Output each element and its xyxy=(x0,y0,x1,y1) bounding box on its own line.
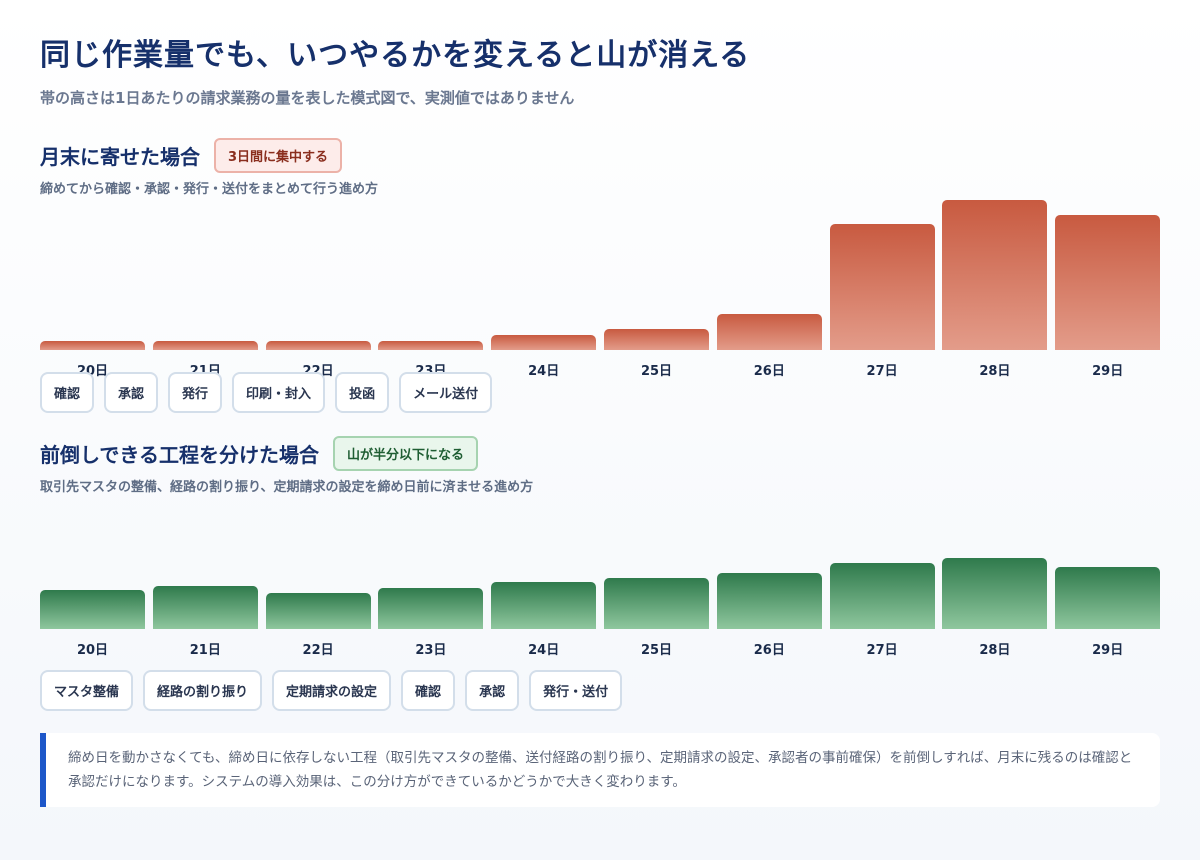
bar-10 xyxy=(1055,566,1161,629)
before-bar-chart xyxy=(40,200,1161,350)
after-bar-chart xyxy=(40,479,1161,629)
before-section-title: 月末に寄せた場合 xyxy=(40,145,200,169)
bar-7 xyxy=(716,573,822,629)
step-chip: 承認 xyxy=(104,372,159,413)
x-tick-label: 27日 xyxy=(866,643,898,658)
bar-5 xyxy=(491,335,597,350)
x-tick-label: 26日 xyxy=(753,643,785,658)
x-tick-label: 23日 xyxy=(415,643,447,658)
x-tick-label: 25日 xyxy=(640,364,673,379)
step-chip: 投函 xyxy=(335,372,390,413)
bar-9 xyxy=(942,200,1048,350)
x-tick-label: 21日 xyxy=(189,643,221,658)
before-section-header: 月末に寄せた場合 3日間に集中する xyxy=(40,138,343,173)
step-chip: マスタ整備 xyxy=(40,670,134,711)
after-status-badge: 山が半分以下になる xyxy=(333,436,479,471)
after-step-chips: マスタ整備 経路の割り振り 定期請求の設定 確認 承認 発行・送付 xyxy=(40,670,623,711)
page-subtitle: 帯の高さは1日あたりの請求業務の量を表した模式図で、実測値ではありません xyxy=(40,89,575,107)
bar-8 xyxy=(829,223,935,350)
bar-6 xyxy=(604,577,709,629)
after-section-header: 前倒しできる工程を分けた場合 山が半分以下になる xyxy=(40,436,479,471)
bar-4 xyxy=(378,588,484,629)
page-title: 同じ作業量でも、いつやるかを変えると山が消える xyxy=(40,38,751,73)
before-section-desc: 締めてから確認・承認・発行・送付をまとめて行う進め方 xyxy=(40,182,379,197)
bar-6 xyxy=(604,328,709,350)
x-tick-label: 25日 xyxy=(640,643,673,658)
x-tick-label: 22日 xyxy=(302,643,334,658)
x-tick-label: 27日 xyxy=(866,364,898,379)
bar-3 xyxy=(265,592,371,629)
bar-3 xyxy=(265,341,371,350)
after-section-title: 前倒しできる工程を分けた場合 xyxy=(40,443,319,467)
bar-5 xyxy=(491,581,597,629)
bar-8 xyxy=(829,562,935,629)
bar-10 xyxy=(1055,215,1161,350)
x-tick-label: 29日 xyxy=(1092,643,1124,658)
x-tick-label: 24日 xyxy=(528,364,560,379)
before-status-badge: 3日間に集中する xyxy=(214,138,343,173)
x-tick-label: 29日 xyxy=(1092,364,1124,379)
x-tick-label: 24日 xyxy=(528,643,560,658)
step-chip: 確認 xyxy=(401,670,456,711)
x-tick-label: 26日 xyxy=(753,364,785,379)
bar-1 xyxy=(40,341,145,350)
x-tick-label: 28日 xyxy=(979,364,1011,379)
step-chip: メール送付 xyxy=(399,372,493,413)
bar-1 xyxy=(40,590,145,629)
x-tick-label: 28日 xyxy=(979,643,1011,658)
step-chip: 経路の割り振り xyxy=(143,670,263,711)
bar-2 xyxy=(152,341,258,350)
after-section-desc: 取引先マスタの整備、経路の割り振り、定期請求の設定を締め日前に済ませる進め方 xyxy=(40,480,534,495)
x-tick-label: 20日 xyxy=(76,643,109,658)
after-x-axis: 20日 21日 22日 23日 24日 25日 26日 27日 28日 29日 xyxy=(40,639,1160,659)
before-step-chips: 確認 承認 発行 印刷・封入 投函 メール送付 xyxy=(40,372,493,413)
explanation-note: 締め日を動かさなくても、締め日に依存しない工程（取引先マスタの整備、送付経路の割… xyxy=(40,733,1160,807)
bar-7 xyxy=(716,313,822,350)
step-chip: 発行・送付 xyxy=(529,670,623,711)
step-chip: 定期請求の設定 xyxy=(272,670,392,711)
step-chip: 承認 xyxy=(465,670,520,711)
bar-2 xyxy=(152,586,258,629)
bar-9 xyxy=(942,558,1048,629)
step-chip: 確認 xyxy=(40,372,95,413)
step-chip: 発行 xyxy=(168,372,223,413)
bar-4 xyxy=(378,341,484,350)
step-chip: 印刷・封入 xyxy=(232,372,326,413)
